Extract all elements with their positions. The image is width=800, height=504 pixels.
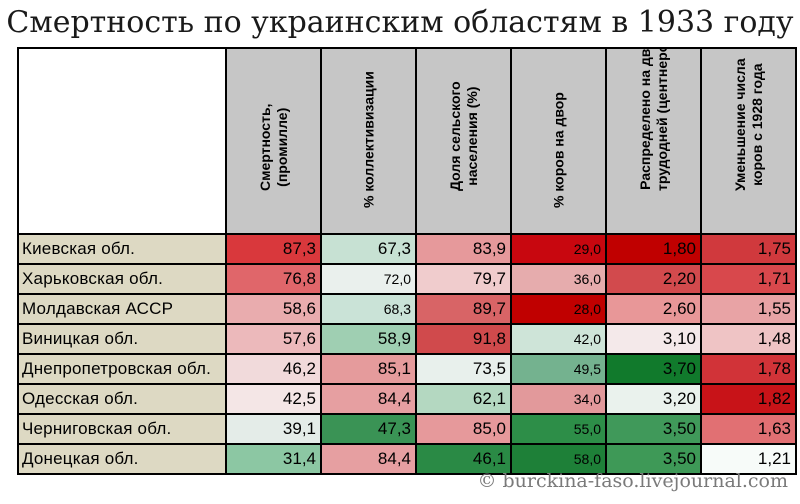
heatmap-cell: 28,0 (510, 293, 607, 325)
column-header-line: трудодней (центнеров) (653, 48, 670, 191)
credit-watermark: © burckina-faso.livejournal.com (477, 470, 788, 492)
heatmap-cell: 1,75 (700, 233, 797, 265)
column-header-label: Распределено на двор трудодней (центнеров… (636, 48, 671, 191)
heatmap-cell: 42,5 (225, 383, 322, 415)
column-header-label: Доля сельского населения (%) (447, 81, 481, 191)
heatmap-cell: 55,0 (510, 413, 607, 445)
region-label: Черниговская обл. (17, 413, 227, 445)
heatmap-cell: 85,0 (415, 413, 512, 445)
heatmap-cell: 3,50 (605, 413, 702, 445)
heatmap-cell: 72,0 (320, 263, 417, 295)
heatmap-cell: 84,4 (320, 443, 417, 475)
column-header-1: Смертность, (промилле) (225, 47, 322, 235)
heatmap-cell: 1,63 (700, 413, 797, 445)
table-row: Харьковская обл. 76,8 72,0 79,7 36,0 2,20 1,71 (17, 263, 797, 295)
table-row: Черниговская обл. 39,1 47,3 85,0 55,0 3,50 1,6… (17, 413, 797, 445)
table-row: Днепропетровская обл. 46,2 85,1 73,5 49,5 3,7… (17, 353, 797, 385)
column-header-label: % коров на двор (550, 92, 567, 208)
heatmap-cell: 58,9 (320, 323, 417, 355)
heatmap-cell: 1,71 (700, 263, 797, 295)
corner-cell (17, 47, 227, 235)
region-label: Виницкая обл. (17, 323, 227, 355)
column-header-2: % коллективизации (320, 47, 417, 235)
heatmap-cell: 47,3 (320, 413, 417, 445)
heatmap-cell: 46,2 (225, 353, 322, 385)
heatmap-cell: 3,50 (605, 443, 702, 475)
heatmap-cell: 68,3 (320, 293, 417, 325)
heatmap-cell: 67,3 (320, 233, 417, 265)
heatmap-cell: 1,21 (700, 443, 797, 475)
heatmap-cell: 79,7 (415, 263, 512, 295)
heatmap-cell: 76,8 (225, 263, 322, 295)
table-row: Донецкая обл. 31,4 84,4 46,1 58,0 3,50 1,21 (17, 443, 797, 475)
table-body: Киевская обл. 87,3 67,3 83,9 29,0 1,80 1,75 Хар… (17, 233, 797, 475)
column-header-line: Смертность, (256, 103, 273, 191)
table-row: Виницкая обл. 57,6 58,9 91,8 42,0 3,10 1,48 (17, 323, 797, 355)
column-header-label: Уменьшение числа коров с 1928 года (732, 58, 766, 191)
heatmap-cell: 1,55 (700, 293, 797, 325)
column-header-line: (промилле) (273, 107, 290, 187)
heatmap-cell: 42,0 (510, 323, 607, 355)
region-label: Донецкая обл. (17, 443, 227, 475)
heatmap-cell: 3,20 (605, 383, 702, 415)
heatmap-table: Смертность, (промилле) % коллективизации До… (17, 47, 797, 475)
heatmap-cell: 3,70 (605, 353, 702, 385)
region-label: Днепропетровская обл. (17, 353, 227, 385)
chart-title: Смертность по украинским областям в 1933… (6, 5, 794, 40)
region-label: Харьковская обл. (17, 263, 227, 295)
heatmap-cell: 2,60 (605, 293, 702, 325)
column-header-line: коров с 1928 года (748, 63, 765, 186)
heatmap-cell: 46,1 (415, 443, 512, 475)
heatmap-cell: 3,10 (605, 323, 702, 355)
column-header-line: Доля сельского (446, 81, 463, 191)
region-label: Киевская обл. (17, 233, 227, 265)
column-header-line: Распределено на двор (636, 48, 653, 190)
heatmap-cell: 39,1 (225, 413, 322, 445)
column-header-line: % коров на двор (550, 92, 566, 208)
column-header-5: Распределено на двор трудодней (центнеров… (605, 47, 702, 235)
heatmap-cell: 34,0 (510, 383, 607, 415)
heatmap-cell: 1,80 (605, 233, 702, 265)
column-header-line: % коллективизации (360, 71, 376, 208)
column-header-label: Смертность, (промилле) (257, 104, 291, 191)
table-row: Молдавская АССР 58,6 68,3 89,7 28,0 2,60 1,55 (17, 293, 797, 325)
heatmap-cell: 58,0 (510, 443, 607, 475)
heatmap-cell: 29,0 (510, 233, 607, 265)
column-header-4: % коров на двор (510, 47, 607, 235)
heatmap-cell: 91,8 (415, 323, 512, 355)
region-label: Одесская обл. (17, 383, 227, 415)
heatmap-cell: 1,78 (700, 353, 797, 385)
heatmap-cell: 36,0 (510, 263, 607, 295)
column-header-line: Уменьшение числа (731, 58, 748, 191)
table-row: Одесская обл. 42,5 84,4 62,1 34,0 3,20 1,82 (17, 383, 797, 415)
heatmap-cell: 49,5 (510, 353, 607, 385)
column-header-line: населения (%) (463, 86, 480, 186)
heatmap-cell: 84,4 (320, 383, 417, 415)
heatmap-cell: 83,9 (415, 233, 512, 265)
heatmap-cell: 58,6 (225, 293, 322, 325)
heatmap-cell: 89,7 (415, 293, 512, 325)
heatmap-cell: 62,1 (415, 383, 512, 415)
region-label: Молдавская АССР (17, 293, 227, 325)
heatmap-cell: 85,1 (320, 353, 417, 385)
heatmap-cell: 1,82 (700, 383, 797, 415)
heatmap-cell: 31,4 (225, 443, 322, 475)
heatmap-cell: 57,6 (225, 323, 322, 355)
heatmap-cell: 87,3 (225, 233, 322, 265)
heatmap-cell: 2,20 (605, 263, 702, 295)
column-header-6: Уменьшение числа коров с 1928 года (700, 47, 797, 235)
table-row: Киевская обл. 87,3 67,3 83,9 29,0 1,80 1,75 (17, 233, 797, 265)
heatmap-cell: 1,48 (700, 323, 797, 355)
heatmap-cell: 73,5 (415, 353, 512, 385)
header-row: Смертность, (промилле) % коллективизации До… (17, 47, 797, 235)
column-header-3: Доля сельского населения (%) (415, 47, 512, 235)
column-header-label: % коллективизации (360, 71, 377, 208)
